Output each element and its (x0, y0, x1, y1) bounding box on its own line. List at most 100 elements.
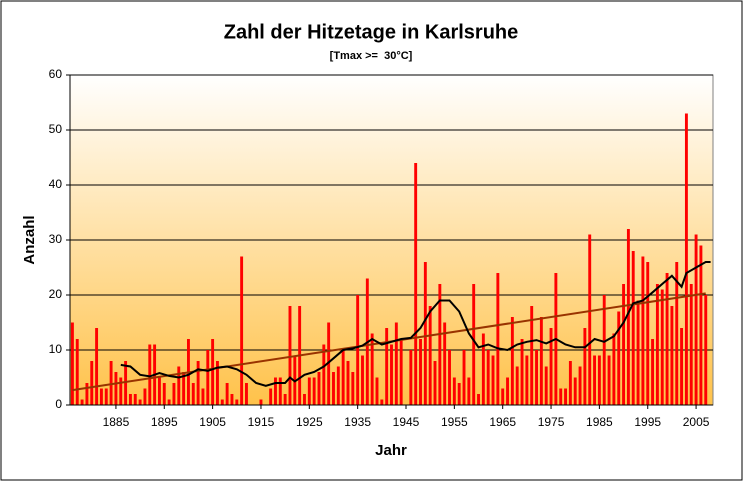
bar (539, 317, 543, 405)
bar (167, 399, 171, 405)
bar (433, 361, 437, 405)
bar (704, 295, 708, 405)
x-tick-label: 1975 (538, 415, 565, 429)
bar (689, 284, 693, 405)
chart-title: Zahl der Hitzetage in Karlsruhe (224, 21, 519, 43)
bar (646, 262, 650, 405)
bar (597, 355, 601, 405)
bar (225, 383, 229, 405)
bar (269, 388, 273, 405)
bar (138, 399, 142, 405)
bar (617, 311, 621, 405)
bar (370, 333, 374, 405)
bar (356, 295, 360, 405)
y-tick-label: 30 (49, 232, 63, 246)
x-tick-label: 1935 (344, 415, 371, 429)
bar (211, 339, 215, 405)
bar (230, 394, 234, 405)
bar (177, 366, 181, 405)
bar (684, 113, 688, 405)
bar (486, 350, 490, 405)
bar (201, 388, 205, 405)
bar (385, 328, 389, 405)
bar (327, 322, 331, 405)
bar (477, 394, 480, 405)
bar (341, 350, 345, 405)
bar (544, 366, 548, 405)
y-tick-label: 20 (49, 287, 63, 301)
bar (346, 361, 350, 405)
x-tick-label: 1945 (393, 415, 420, 429)
x-tick-label: 1965 (489, 415, 516, 429)
bar (680, 328, 684, 405)
bar (568, 361, 572, 405)
bar (322, 344, 326, 405)
bar (380, 399, 384, 405)
bar (332, 372, 335, 405)
bar (694, 234, 698, 405)
chart-subtitle: [Tmax >= 30°C] (330, 50, 413, 62)
bar (124, 361, 128, 405)
bar (394, 322, 398, 405)
bar (423, 262, 427, 405)
y-tick-label: 60 (49, 67, 63, 81)
bar (375, 377, 379, 405)
bar (283, 394, 287, 405)
bar (191, 383, 195, 405)
bar (220, 399, 224, 405)
bar (651, 339, 655, 405)
bar (303, 394, 306, 405)
y-tick-label: 10 (49, 342, 63, 356)
y-tick-label: 50 (49, 122, 63, 136)
bar (573, 377, 577, 405)
bar (438, 284, 442, 405)
bar (182, 372, 186, 405)
bar (655, 284, 659, 405)
bar (114, 372, 118, 405)
bar (99, 388, 103, 405)
x-tick-label: 1905 (199, 415, 226, 429)
y-tick-label: 40 (49, 177, 63, 191)
bar (636, 300, 640, 405)
bar (559, 388, 563, 405)
bar (312, 377, 316, 405)
bar (588, 234, 592, 405)
bar (665, 273, 669, 405)
bar (462, 350, 466, 405)
y-tick-label: 0 (55, 397, 62, 411)
bar (612, 333, 616, 405)
bar (549, 328, 553, 405)
bar (501, 388, 505, 405)
bar (351, 372, 355, 405)
bar (288, 306, 292, 405)
bar (419, 339, 422, 405)
bar (414, 163, 418, 405)
x-tick-label: 1955 (441, 415, 468, 429)
x-tick-label: 1895 (151, 415, 178, 429)
bar (506, 377, 509, 405)
bar (593, 355, 597, 405)
bar (641, 256, 645, 405)
bar (515, 366, 519, 405)
bar (133, 394, 137, 405)
bar (675, 262, 679, 405)
bar (409, 350, 413, 405)
x-tick-label: 1885 (103, 415, 130, 429)
bar (104, 388, 108, 405)
bar (148, 344, 152, 405)
bar (622, 284, 626, 405)
bar (274, 377, 277, 405)
bar (109, 361, 113, 405)
bar (206, 350, 210, 405)
bar (278, 377, 282, 405)
moving-average-line (120, 261, 711, 387)
bar (670, 306, 674, 405)
bar (448, 350, 451, 405)
bar (660, 289, 664, 405)
bar (143, 388, 147, 405)
bar (128, 394, 132, 405)
bar (583, 328, 587, 405)
y-axis-label: Anzahl (21, 215, 38, 264)
bar (216, 361, 219, 405)
